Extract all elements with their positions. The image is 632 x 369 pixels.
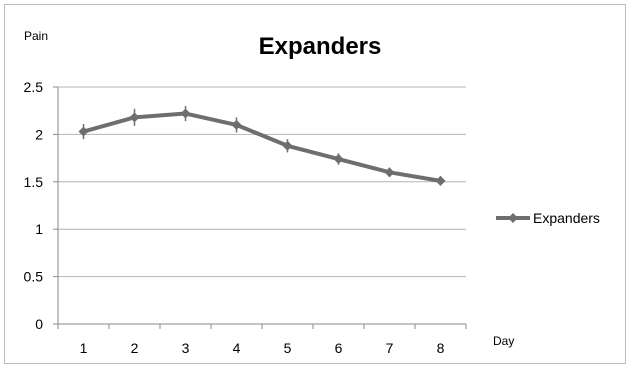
data-point	[333, 154, 344, 165]
y-tick-label: 2.5	[24, 79, 44, 95]
y-tick-label: 1.5	[24, 174, 44, 190]
legend-label: Expanders	[533, 210, 600, 226]
x-tick-label: 7	[386, 340, 394, 356]
x-tick-label: 3	[182, 340, 190, 356]
data-point	[435, 175, 446, 186]
chart-title: Expanders	[259, 33, 382, 60]
chart-frame	[4, 4, 626, 364]
x-tick-labels: 1 2 3 4 5 6 7 8	[80, 340, 445, 356]
gridlines	[58, 86, 466, 278]
data-point	[384, 167, 395, 178]
legend: Expanders	[496, 210, 600, 226]
x-axis-title: Day	[493, 334, 514, 348]
series-layer	[78, 105, 446, 186]
data-point	[78, 126, 89, 137]
y-tick-label: 2	[35, 126, 43, 142]
data-point	[129, 112, 140, 123]
x-tick-label: 5	[284, 340, 292, 356]
axes	[53, 86, 467, 329]
x-tick-label: 2	[131, 340, 139, 356]
y-tick-label: 0	[35, 316, 43, 332]
data-point	[180, 108, 191, 119]
x-tick-label: 8	[437, 340, 445, 356]
y-tick-labels: 0 0.5 1 1.5 2 2.5	[24, 79, 44, 332]
series-line	[82, 111, 441, 183]
data-point	[231, 119, 242, 130]
x-tick-label: 4	[233, 340, 241, 356]
y-tick-label: 1	[35, 221, 43, 237]
data-point	[282, 140, 293, 151]
x-tick-label: 6	[335, 340, 343, 356]
y-tick-label: 0.5	[24, 269, 44, 285]
y-axis-title: Pain	[24, 29, 48, 43]
legend-marker	[508, 213, 518, 223]
x-tick-label: 1	[80, 340, 88, 356]
